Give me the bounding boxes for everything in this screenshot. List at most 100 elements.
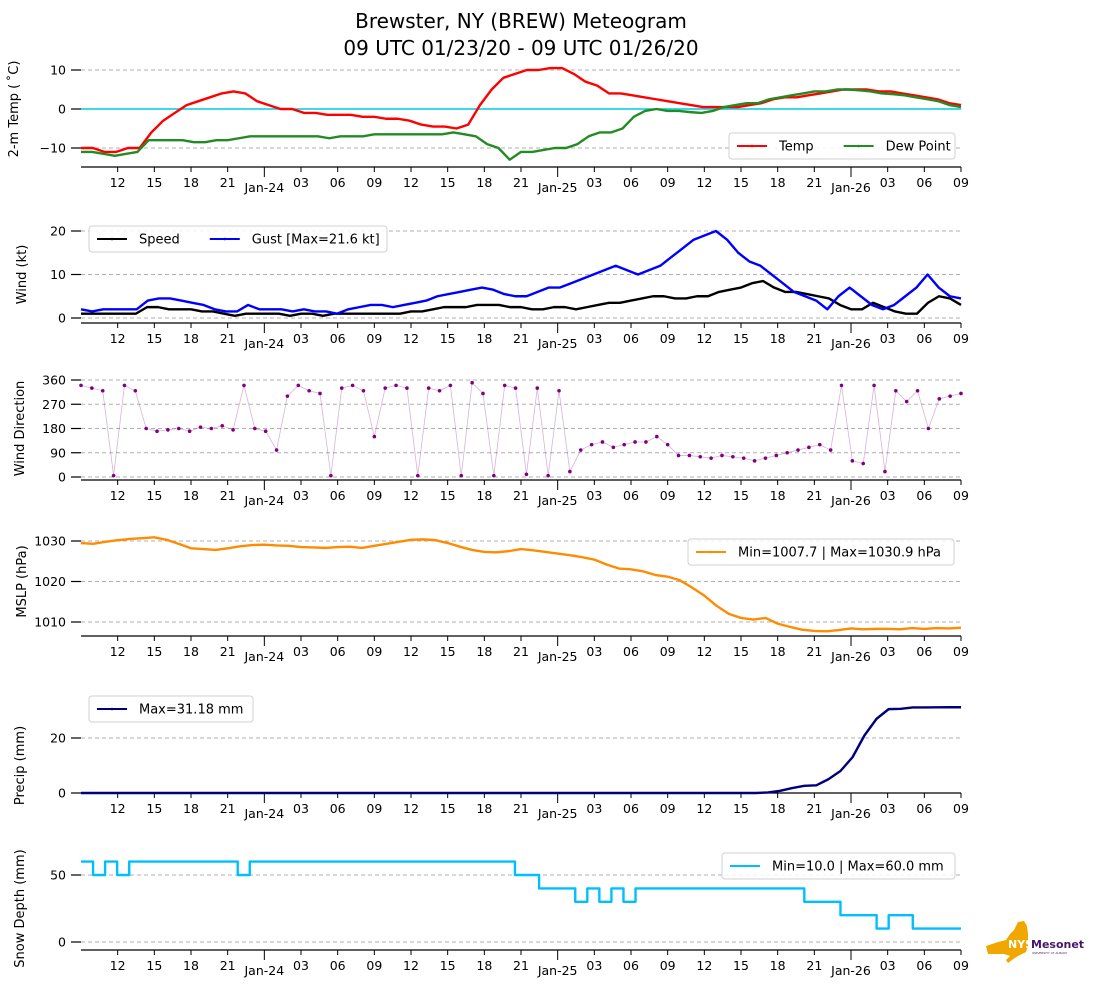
y-tick-label: 90	[50, 445, 66, 460]
x-tick-label: 12	[110, 644, 126, 659]
x-tick-label: 12	[403, 331, 419, 346]
panel-mslp: 1030 1020 1010 12 15 18 21 03 06 09 12 15 18 21 03 06 09…	[15, 534, 969, 665]
x-tick-label: 03	[880, 331, 896, 346]
x-tick-label: 09	[366, 175, 382, 190]
x-tick-label: 03	[293, 958, 309, 973]
series-line-gust	[80, 229, 962, 315]
x-tick-label: 09	[660, 488, 676, 503]
data-point	[133, 388, 138, 393]
data-point	[209, 426, 214, 431]
legend-label: Min=1007.7 | Max=1030.9 hPa	[738, 546, 941, 561]
data-point	[644, 440, 648, 444]
x-tick-label: 21	[513, 801, 529, 816]
data-point	[111, 473, 116, 478]
legend-box	[687, 538, 955, 566]
data-point	[231, 428, 235, 432]
x-tick-label: 09	[953, 488, 969, 503]
x-tick-label: 18	[476, 175, 492, 190]
data-point	[187, 429, 192, 433]
x-tick-label: 21	[806, 801, 822, 816]
x-tick-label: 06	[623, 801, 639, 816]
x-date-label: Jan-25	[537, 493, 578, 508]
data-point	[633, 440, 637, 444]
data-point	[90, 386, 94, 390]
data-point	[655, 434, 659, 439]
data-point	[622, 442, 627, 447]
x-tick-label: 12	[696, 488, 712, 503]
x-tick-label: 21	[220, 644, 236, 659]
x-tick-label: 18	[770, 175, 786, 190]
x-tick-label: 21	[513, 644, 529, 659]
data-point	[220, 424, 225, 428]
legend-label: Temp	[778, 140, 814, 155]
x-tick-label: 06	[623, 175, 639, 190]
x-tick-label: 09	[366, 958, 382, 973]
y-tick-label: 360	[42, 373, 66, 388]
data-point	[361, 388, 366, 393]
data-point	[883, 469, 887, 474]
data-point	[850, 459, 855, 463]
x-tick-label: 12	[403, 644, 419, 659]
x-tick-label: 15	[146, 175, 162, 190]
x-tick-label: 18	[183, 175, 199, 190]
x-tick-label: 12	[110, 331, 126, 346]
x-tick-label: 21	[806, 644, 822, 659]
data-point	[774, 453, 779, 458]
x-tick-label: 06	[330, 331, 346, 346]
data-point	[535, 386, 540, 390]
data-point	[731, 454, 735, 459]
x-tick-label: 21	[806, 331, 822, 346]
x-tick-label: 12	[110, 801, 126, 816]
x-date-label: Jan-24	[243, 649, 284, 664]
legend: Min=1007.7 | Max=1030.9 hPa	[687, 538, 955, 566]
x-tick-label: 18	[770, 958, 786, 973]
x-tick-label: 15	[440, 331, 456, 346]
x-tick-label: 06	[916, 644, 932, 659]
panel-snow-depth: 50 0 12 15 18 21 03 06 09 12 15 18 21 03 06 09 12 15 18 21 0…	[13, 849, 969, 978]
x-tick-label: 21	[806, 175, 822, 190]
legend-box	[728, 132, 956, 160]
data-point	[253, 426, 257, 431]
data-point	[394, 383, 398, 388]
data-point	[665, 442, 670, 447]
x-tick-label: 06	[330, 488, 346, 503]
series-connector-wind-direction	[80, 381, 962, 476]
x-tick-label: 09	[660, 958, 676, 973]
data-point	[318, 391, 322, 396]
x-tick-label: 18	[476, 331, 492, 346]
legend: Max=31.18 mm	[88, 695, 254, 723]
data-point	[741, 456, 746, 460]
x-tick-label: 06	[623, 488, 639, 503]
legend-marker	[110, 707, 114, 711]
x-tick-label: 03	[293, 331, 309, 346]
x-tick-label: 03	[880, 488, 896, 503]
data-point	[307, 388, 311, 393]
x-tick-label: 09	[660, 175, 676, 190]
data-point	[415, 473, 420, 478]
legend: Temp Dew Point	[728, 132, 956, 160]
data-point	[459, 473, 464, 478]
x-tick-label: 21	[220, 488, 236, 503]
x-tick-label: 21	[220, 801, 236, 816]
x-tick-label: 09	[660, 331, 676, 346]
y-tick-label: 20	[50, 731, 66, 746]
data-point	[557, 388, 561, 393]
data-point	[176, 426, 181, 431]
y-axis-label: Wind Direction	[13, 381, 28, 477]
x-tick-label: 21	[220, 958, 236, 973]
legend-marker	[709, 550, 713, 554]
x-tick-label: 06	[330, 644, 346, 659]
x-tick-label: 15	[733, 331, 749, 346]
x-tick-label: 03	[880, 958, 896, 973]
x-date-label: Jan-24	[243, 806, 284, 821]
y-tick-label: 1030	[34, 534, 66, 549]
x-date-label: Jan-26	[830, 180, 871, 195]
y-tick-label: 270	[42, 397, 66, 412]
x-tick-label: 21	[220, 331, 236, 346]
x-tick-label: 09	[953, 644, 969, 659]
data-point	[437, 388, 442, 393]
x-tick-label: 09	[366, 644, 382, 659]
data-point	[709, 456, 713, 460]
x-tick-label: 18	[476, 958, 492, 973]
